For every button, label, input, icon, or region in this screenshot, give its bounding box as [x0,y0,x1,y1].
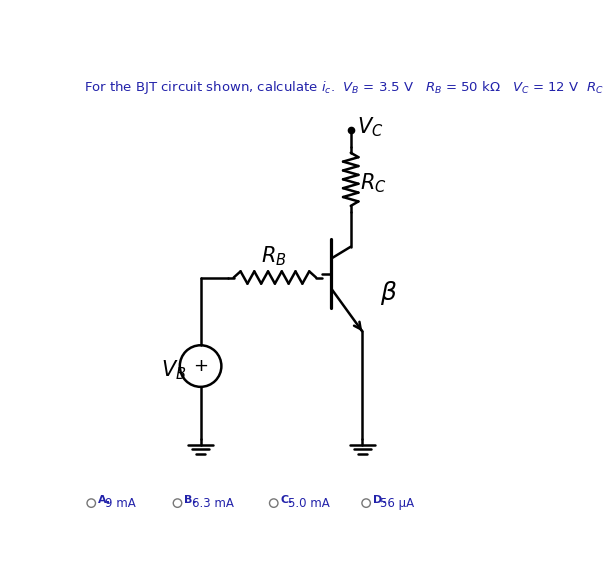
Text: $R_B$: $R_B$ [261,244,287,268]
Text: A.: A. [98,495,111,505]
Text: $V_C$: $V_C$ [357,115,384,139]
Text: For the BJT circuit shown, calculate $i_c$.  $V_B$ = 3.5 V   $R_B$ = 50 k$\Omega: For the BJT circuit shown, calculate $i_… [84,79,607,96]
Text: $R_C$: $R_C$ [360,171,387,195]
Text: 6.3 mA: 6.3 mA [192,496,234,510]
Text: 56 μA: 56 μA [381,496,415,510]
Text: 5.0 mA: 5.0 mA [288,496,330,510]
Text: $V_B$: $V_B$ [161,358,186,382]
Text: D.: D. [373,495,386,505]
Text: B.: B. [184,495,197,505]
Text: 9 mA: 9 mA [106,496,136,510]
Text: $\beta$: $\beta$ [380,279,397,307]
Text: +: + [193,357,208,375]
Text: C.: C. [280,495,293,505]
